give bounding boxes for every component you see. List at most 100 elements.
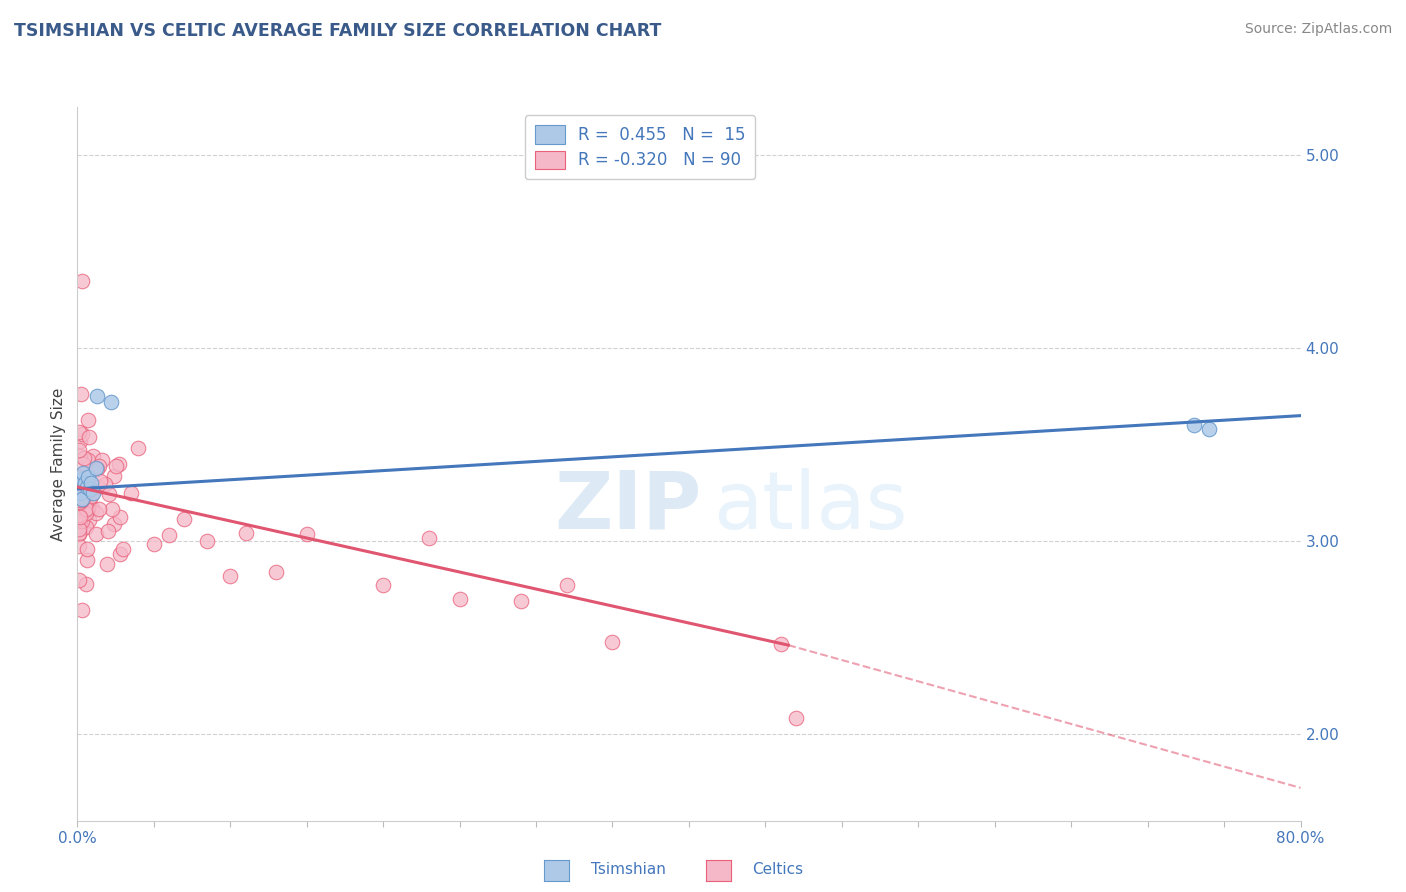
Point <box>67 481 90 495</box>
Point <box>80 489 103 503</box>
Point <box>69 449 91 463</box>
Point <box>69 509 91 524</box>
Text: TSIMSHIAN VS CELTIC AVERAGE FAMILY SIZE CORRELATION CHART: TSIMSHIAN VS CELTIC AVERAGE FAMILY SIZE … <box>14 22 661 40</box>
Point <box>94 477 117 491</box>
Point <box>1182 418 1205 433</box>
Point <box>70 491 93 506</box>
Point <box>120 486 142 500</box>
Point <box>103 516 125 531</box>
Point <box>86 480 108 494</box>
Point <box>769 637 792 651</box>
Point <box>76 542 98 557</box>
Point <box>112 541 135 556</box>
Point <box>84 527 107 541</box>
Point <box>96 557 118 571</box>
Point <box>509 594 531 608</box>
Point <box>219 569 242 583</box>
Point <box>75 506 97 520</box>
Point <box>79 482 101 496</box>
Point <box>72 467 94 481</box>
Point <box>73 489 96 503</box>
Point <box>82 485 104 500</box>
Point <box>67 476 90 491</box>
Point <box>70 476 93 491</box>
Point <box>72 490 94 504</box>
Point <box>235 525 257 540</box>
Point <box>89 459 111 474</box>
Point <box>75 520 97 534</box>
Point <box>195 533 218 548</box>
Point <box>142 536 165 550</box>
Point <box>77 470 100 484</box>
Point <box>86 461 108 475</box>
Point <box>104 459 127 474</box>
Point <box>67 477 90 491</box>
Point <box>70 387 93 401</box>
Point <box>67 521 90 535</box>
Point <box>70 493 93 508</box>
Text: Source: ZipAtlas.com: Source: ZipAtlas.com <box>1244 22 1392 37</box>
Point <box>67 443 90 458</box>
Legend: R =  0.455   N =  15, R = -0.320   N = 90: R = 0.455 N = 15, R = -0.320 N = 90 <box>524 115 755 179</box>
Point <box>73 476 96 491</box>
Point <box>67 539 90 553</box>
Point <box>89 474 111 488</box>
Point <box>69 485 91 500</box>
Point <box>70 472 93 486</box>
Point <box>70 603 93 617</box>
Point <box>97 524 120 539</box>
Point <box>86 389 108 403</box>
Point <box>418 531 440 545</box>
Point <box>77 513 100 527</box>
Point <box>75 576 97 591</box>
Point <box>69 495 91 509</box>
Text: Celtics: Celtics <box>752 863 803 877</box>
Point <box>70 493 93 508</box>
Point <box>69 488 91 502</box>
Point <box>73 477 96 491</box>
Point <box>77 453 100 467</box>
Point <box>100 395 122 409</box>
Text: atlas: atlas <box>713 467 908 546</box>
Point <box>70 274 93 288</box>
Point <box>602 635 624 649</box>
Point <box>77 494 100 508</box>
Point <box>69 514 91 528</box>
Point <box>371 578 394 592</box>
Point <box>82 500 104 515</box>
Point <box>79 482 101 496</box>
Point <box>77 430 100 444</box>
Point <box>173 511 195 525</box>
Point <box>72 479 94 493</box>
Point <box>84 460 107 475</box>
Point <box>87 502 110 516</box>
Point <box>69 495 91 509</box>
Point <box>90 452 112 467</box>
Text: Tsimshian: Tsimshian <box>591 863 665 877</box>
Point <box>108 510 131 524</box>
Point <box>295 527 318 541</box>
Point <box>67 526 90 541</box>
Point <box>82 450 104 464</box>
Point <box>128 442 150 456</box>
Point <box>76 552 98 566</box>
Point <box>157 527 180 541</box>
Point <box>67 527 90 541</box>
Point <box>67 573 90 587</box>
Point <box>70 426 93 441</box>
Point <box>1198 422 1220 436</box>
Point <box>80 476 103 491</box>
Point <box>555 577 578 591</box>
Point <box>77 412 100 426</box>
Point <box>67 508 90 523</box>
Point <box>103 469 125 483</box>
Point <box>108 547 131 561</box>
Point <box>70 491 93 506</box>
Point <box>264 565 287 579</box>
Point <box>67 425 90 440</box>
Point <box>100 501 122 516</box>
Point <box>785 711 807 725</box>
Point <box>107 457 129 471</box>
Point <box>77 502 100 516</box>
Point <box>70 479 93 493</box>
